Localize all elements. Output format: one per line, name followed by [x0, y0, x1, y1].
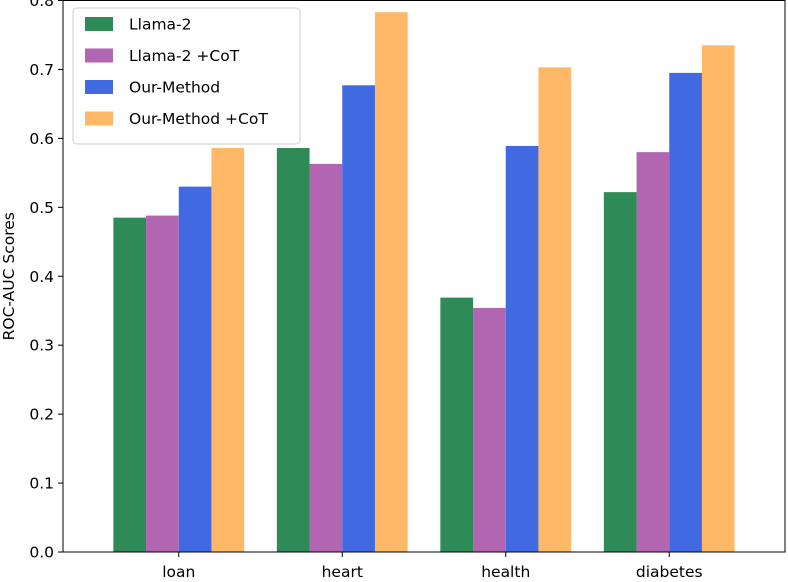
bars-layer — [113, 12, 735, 553]
y-tick-label: 0.7 — [29, 61, 54, 79]
y-axis: 0.0 0.1 0.2 0.3 0.4 0.5 0.6 0.7 0.8 — [29, 0, 63, 562]
bar-loan-our-method-cot — [211, 148, 245, 552]
y-tick-label: 0.6 — [29, 130, 54, 148]
bar-health-our-method — [505, 145, 539, 552]
y-tick-label: 0.0 — [29, 544, 54, 562]
y-tick-label: 0.1 — [29, 475, 54, 493]
legend-label: Llama-2 — [129, 16, 192, 34]
y-tick-label: 0.8 — [29, 0, 54, 10]
bar-heart-llama-2 — [276, 148, 310, 552]
x-tick-label-loan: loan — [162, 563, 195, 581]
bar-loan-llama-2-cot — [146, 215, 179, 552]
x-axis: loan heart health diabetes — [162, 552, 703, 581]
bar-diabetes-llama-2-cot — [636, 152, 670, 552]
bar-heart-our-method-cot — [374, 12, 408, 553]
y-tick-label: 0.4 — [29, 268, 54, 286]
x-tick-label-diabetes: diabetes — [636, 563, 703, 581]
legend-swatch — [85, 111, 113, 126]
legend-label: Our-Method +CoT — [129, 110, 268, 128]
legend-swatch — [85, 80, 113, 94]
legend-swatch — [85, 17, 113, 31]
y-tick-label: 0.5 — [29, 199, 54, 217]
legend-swatch — [85, 48, 113, 63]
legend: Llama-2 Llama-2 +CoT Our-Method Our-Method … — [72, 7, 301, 145]
plot-frame — [62, 0, 786, 553]
bar-health-llama-2 — [440, 297, 474, 552]
bar-health-llama-2-cot — [473, 307, 506, 552]
x-tick-label-heart: heart — [322, 563, 363, 581]
bar-heart-llama-2-cot — [309, 163, 343, 552]
bar-diabetes-llama-2 — [603, 192, 637, 552]
y-axis-label: ROC-AUC Scores — [0, 212, 18, 340]
bar-diabetes-our-method-cot — [701, 45, 735, 553]
legend-label: Our-Method — [129, 79, 220, 97]
bar-heart-our-method — [342, 85, 375, 552]
legend-box — [72, 7, 301, 145]
y-tick-label: 0.2 — [29, 406, 54, 424]
x-tick-label-health: health — [481, 563, 530, 581]
bar-loan-our-method — [178, 186, 212, 552]
bar-diabetes-our-method — [669, 72, 702, 552]
y-tick-label: 0.3 — [29, 337, 54, 355]
bar-health-our-method-cot — [538, 67, 572, 553]
bar-loan-llama-2 — [113, 217, 147, 552]
legend-label: Llama-2 +CoT — [129, 47, 240, 65]
